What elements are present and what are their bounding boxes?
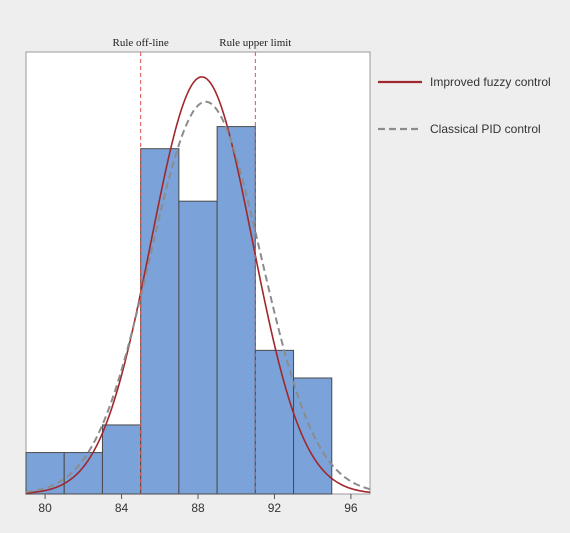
histogram-bar-6 (254, 349, 295, 495)
legend-label-0: Improved fuzzy control (430, 75, 551, 89)
histogram-bar-4 (178, 200, 218, 495)
curve-improved-fuzzy (25, 76, 371, 494)
histogram-bar-7 (293, 377, 333, 495)
histogram-bar-3 (140, 148, 180, 495)
spec-line-label-0: Rule off-line (113, 37, 169, 49)
x-tick-label-2: 88 (191, 501, 205, 515)
curve-classical-pid (25, 100, 371, 493)
legend: Improved fuzzy control Classical PID cont… (378, 75, 551, 136)
bars-layer (25, 126, 333, 495)
histogram-bar-2 (101, 424, 142, 495)
x-axis: 80 84 88 92 96 (38, 494, 358, 515)
spec-lines-layer: Rule off-line Rule upper limit (113, 37, 291, 494)
x-tick-label-1: 84 (115, 501, 129, 515)
legend-label-1: Classical PID control (430, 122, 541, 136)
histogram-bar-5 (216, 126, 256, 495)
x-tick-label-3: 92 (268, 501, 282, 515)
histogram-bar-0 (25, 452, 65, 495)
curves-layer (25, 76, 371, 494)
x-tick-label-0: 80 (38, 501, 52, 515)
spec-line-label-1: Rule upper limit (219, 37, 291, 49)
x-tick-label-4: 96 (344, 501, 358, 515)
